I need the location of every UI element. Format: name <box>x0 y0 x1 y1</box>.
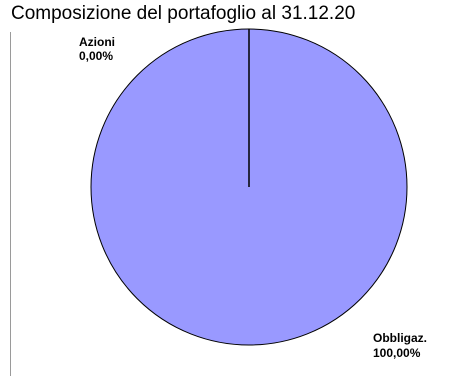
slice-value-azioni: 0,00% <box>79 49 113 63</box>
slice-label-azioni: Azioni <box>79 35 115 49</box>
slice-value-obbligaz: 100,00% <box>373 346 421 360</box>
slice-label-obbligaz: Obbligaz. <box>373 331 427 345</box>
pie-slices <box>91 29 407 345</box>
